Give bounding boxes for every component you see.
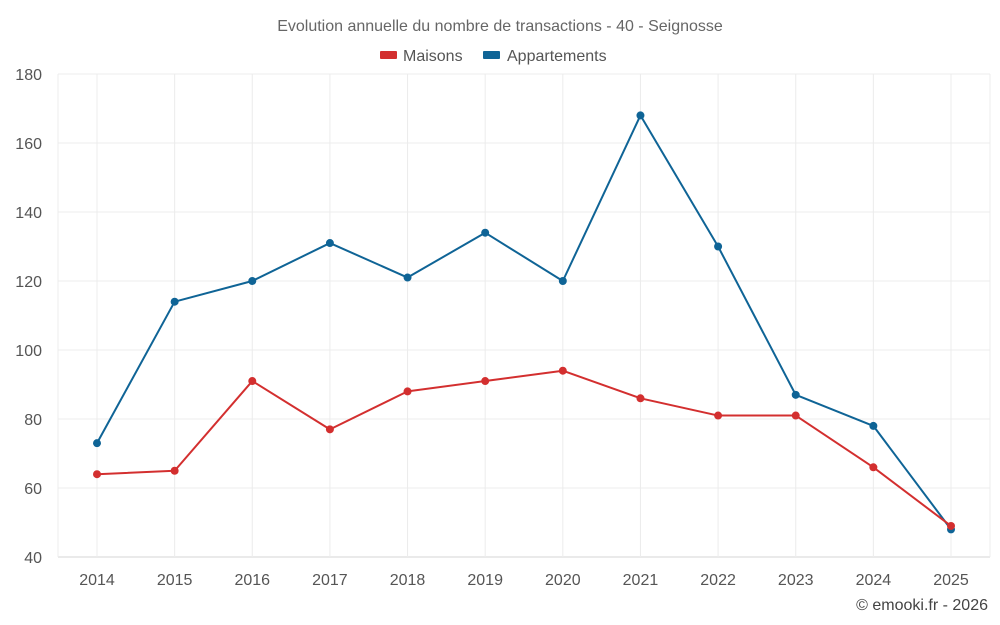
- legend-item-maisons[interactable]: Maisons: [380, 48, 463, 65]
- data-point[interactable]: [248, 277, 257, 285]
- x-tick-label: 2015: [157, 572, 193, 589]
- y-tick-label: 160: [15, 136, 42, 153]
- data-point[interactable]: [170, 297, 179, 306]
- data-point[interactable]: [403, 273, 412, 282]
- credit-text: © emooki.fr - 2026: [856, 597, 988, 614]
- legend-label: Appartements: [507, 48, 607, 65]
- x-tick-label: 2022: [700, 572, 736, 589]
- data-point[interactable]: [558, 366, 567, 375]
- series-line: [96, 114, 952, 531]
- x-tick-label: 2019: [467, 572, 503, 589]
- series-line: [96, 369, 952, 527]
- data-point[interactable]: [93, 470, 101, 479]
- legend-swatch: [483, 51, 500, 59]
- x-tick-label: 2018: [390, 572, 426, 589]
- legend: Maisons Appartements: [380, 48, 607, 65]
- data-point[interactable]: [714, 411, 723, 420]
- x-tick-label: 2020: [545, 572, 581, 589]
- data-point[interactable]: [481, 377, 490, 386]
- data-point[interactable]: [481, 228, 490, 237]
- data-point[interactable]: [170, 466, 179, 475]
- data-point[interactable]: [558, 277, 567, 285]
- y-tick-label: 60: [24, 481, 42, 498]
- data-point[interactable]: [791, 411, 800, 420]
- data-point[interactable]: [636, 111, 645, 120]
- legend-swatch: [380, 51, 397, 59]
- data-point[interactable]: [248, 377, 257, 386]
- y-tick-label: 120: [15, 274, 42, 291]
- data-point[interactable]: [325, 239, 334, 248]
- y-axis: 40 60 80 100 120 140 160 180: [15, 67, 42, 567]
- y-tick-label: 180: [15, 67, 42, 84]
- y-tick-label: 140: [15, 205, 42, 222]
- y-tick-label: 40: [24, 550, 42, 567]
- x-tick-label: 2025: [933, 572, 969, 589]
- legend-item-appartements[interactable]: Appartements: [483, 48, 607, 65]
- data-point[interactable]: [791, 390, 800, 399]
- data-point[interactable]: [947, 521, 955, 530]
- series: [93, 111, 955, 534]
- series-appartements: [93, 111, 955, 534]
- x-tick-label: 2023: [778, 572, 814, 589]
- data-point[interactable]: [869, 463, 878, 472]
- x-tick-label: 2014: [79, 572, 115, 589]
- series-maisons: [93, 366, 955, 530]
- x-tick-label: 2016: [234, 572, 270, 589]
- data-point[interactable]: [93, 439, 101, 448]
- data-point[interactable]: [714, 242, 723, 251]
- grid: [57, 73, 991, 558]
- chart-title: Evolution annuelle du nombre de transact…: [277, 18, 723, 35]
- data-point[interactable]: [403, 387, 412, 396]
- y-tick-label: 100: [15, 343, 42, 360]
- data-point[interactable]: [325, 425, 334, 434]
- x-tick-label: 2024: [856, 572, 892, 589]
- x-axis: 2014 2015 2016 2017 2018 2019 2020 2021 2022 2023…: [79, 572, 969, 589]
- x-tick-label: 2021: [623, 572, 659, 589]
- data-point[interactable]: [636, 394, 645, 403]
- x-tick-label: 2017: [312, 572, 348, 589]
- y-tick-label: 80: [24, 412, 42, 429]
- data-point[interactable]: [869, 421, 878, 430]
- legend-label: Maisons: [403, 48, 463, 65]
